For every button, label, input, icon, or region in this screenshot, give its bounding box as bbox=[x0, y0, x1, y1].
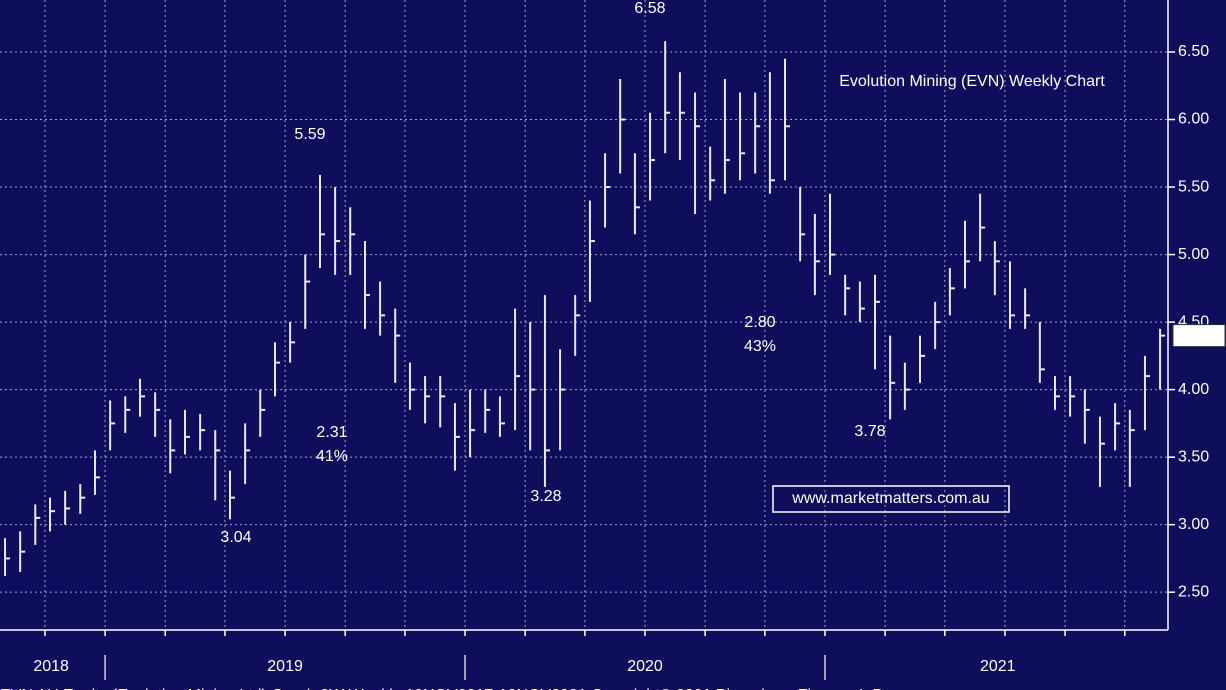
annotation: 41% bbox=[316, 448, 348, 465]
last-price-box bbox=[1172, 324, 1226, 348]
y-tick-label: 5.00 bbox=[1178, 246, 1209, 263]
footer: EVN AU Equity (Evolution Mining Ltd) Gra… bbox=[0, 687, 885, 690]
y-tick-label: 2.50 bbox=[1178, 583, 1209, 600]
x-tick-label: 2020 bbox=[627, 658, 663, 675]
y-tick-label: 6.00 bbox=[1178, 111, 1209, 128]
watermark-box bbox=[772, 485, 1010, 513]
annotation: 2.31 bbox=[316, 424, 347, 441]
annotation: 3.78 bbox=[854, 423, 885, 440]
chart-title: Evolution Mining (EVN) Weekly Chart bbox=[839, 73, 1105, 90]
y-tick-label: 4.00 bbox=[1178, 381, 1209, 398]
x-tick-label: 2019 bbox=[267, 658, 303, 675]
y-tick-label: 5.50 bbox=[1178, 178, 1209, 195]
y-tick-label: 6.50 bbox=[1178, 43, 1209, 60]
y-tick-label: 3.00 bbox=[1178, 516, 1209, 533]
y-tick-label: 3.50 bbox=[1178, 448, 1209, 465]
x-tick-label: 2021 bbox=[980, 658, 1016, 675]
annotation: 3.28 bbox=[530, 488, 561, 505]
watermark: www.marketmatters.com.au bbox=[791, 490, 989, 507]
x-tick-label: 2018 bbox=[33, 658, 69, 675]
annotation: 6.58 bbox=[634, 0, 665, 17]
annotation: 2.80 bbox=[744, 314, 775, 331]
annotation: 5.59 bbox=[294, 126, 325, 143]
annotation: 43% bbox=[744, 338, 776, 355]
annotation: 3.04 bbox=[220, 529, 251, 546]
last-price-label: 4.40 bbox=[1183, 328, 1214, 345]
